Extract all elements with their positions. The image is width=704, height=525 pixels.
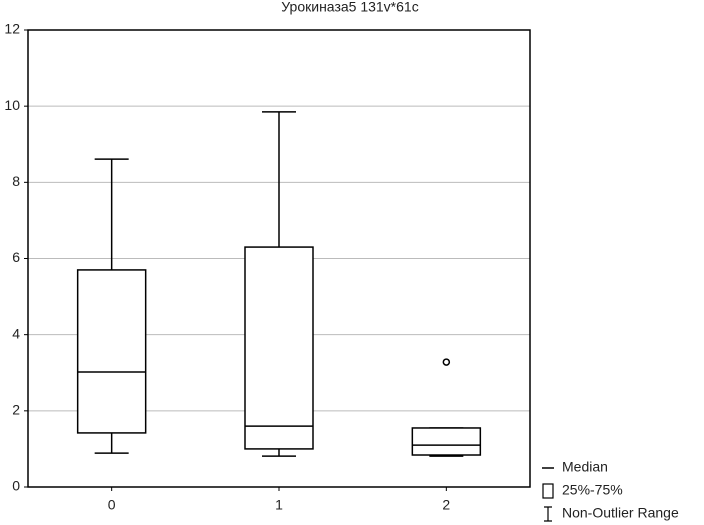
- box: [411, 427, 482, 456]
- y-tick-label: 12: [4, 21, 20, 37]
- y-tick-label: 0: [12, 478, 20, 494]
- chart-title: Урокиназа5 131v*61c: [281, 0, 418, 15]
- x-tick-label: 0: [108, 497, 116, 513]
- y-tick-label: 4: [12, 325, 20, 341]
- y-tick-label: 8: [12, 173, 20, 189]
- legend-box-icon: [542, 483, 554, 499]
- y-tick-label: 6: [12, 249, 20, 265]
- outlier: [442, 358, 451, 366]
- legend-label: Non-Outlier Range: [562, 505, 679, 521]
- legend-label: Median: [562, 459, 608, 475]
- legend-label: 25%-75%: [562, 482, 623, 498]
- y-tick-label: 10: [4, 97, 20, 113]
- x-tick-label: 1: [275, 497, 283, 513]
- legend-range-icon: [544, 506, 552, 522]
- box: [76, 269, 147, 434]
- x-tick-label: 2: [442, 497, 450, 513]
- box: [244, 246, 314, 450]
- y-tick-label: 2: [12, 402, 20, 418]
